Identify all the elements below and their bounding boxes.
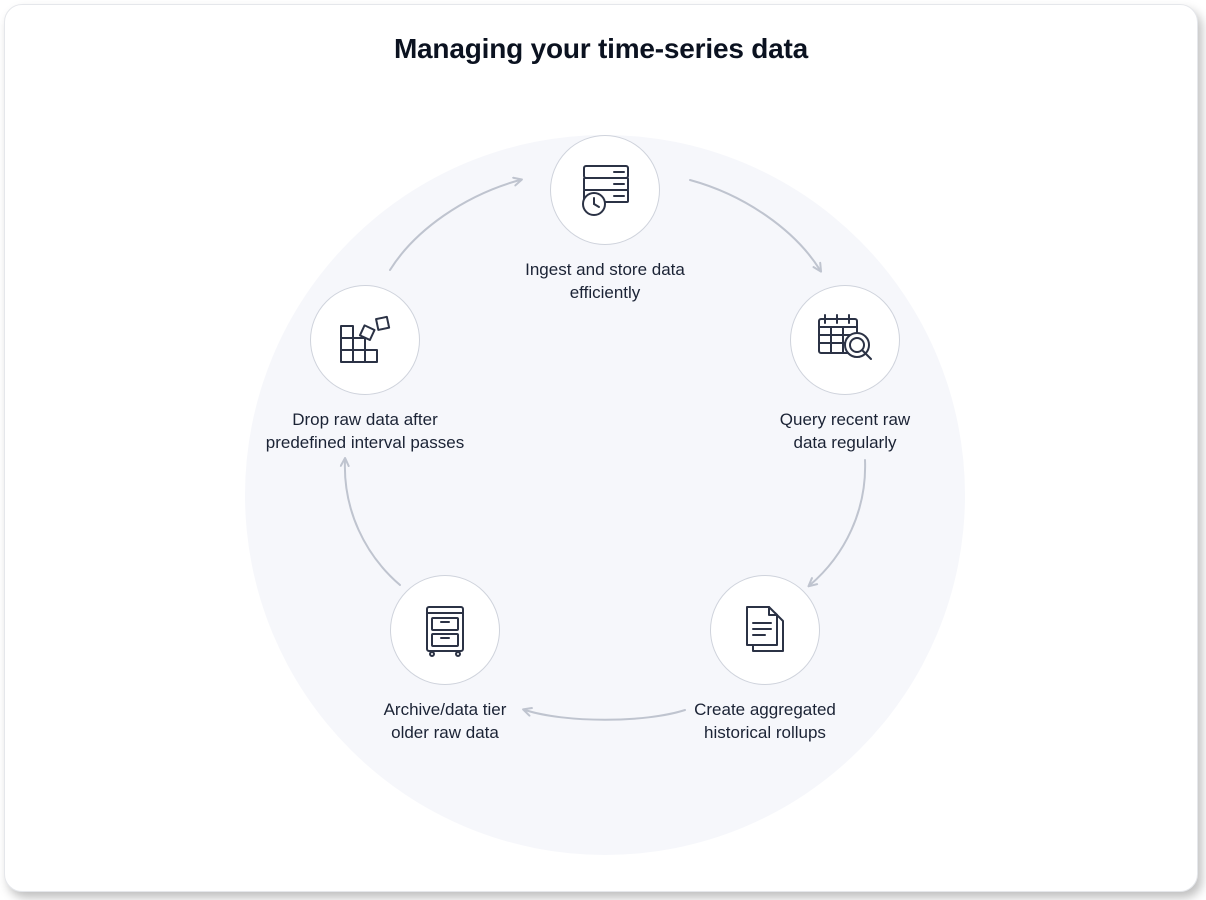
cycle-node-bubble xyxy=(550,135,660,245)
cycle-arrow xyxy=(810,460,865,585)
documents-icon xyxy=(737,601,793,659)
cycle-node-label: Ingest and store data efficiently xyxy=(495,259,715,305)
cycle-node-label: Query recent raw data regularly xyxy=(735,409,955,455)
cycle-node-bubble xyxy=(790,285,900,395)
diagram-card: Managing your time-series data xyxy=(4,4,1198,892)
cabinet-icon xyxy=(419,601,471,659)
cycle-node-bubble xyxy=(310,285,420,395)
cycle-arrow xyxy=(345,460,400,585)
server-clock-icon xyxy=(574,162,636,218)
cycle-node-rollups: Create aggregated historical rollups xyxy=(655,575,875,745)
cycle-node-bubble xyxy=(390,575,500,685)
cycle-node-label: Create aggregated historical rollups xyxy=(655,699,875,745)
cycle-node-query: Query recent raw data regularly xyxy=(735,285,955,455)
cycle-node-archive: Archive/data tier older raw data xyxy=(335,575,555,745)
cycle-node-drop: Drop raw data after predefined interval … xyxy=(255,285,475,455)
calendar-search-icon xyxy=(813,311,877,369)
cycle-node-label: Drop raw data after predefined interval … xyxy=(255,409,475,455)
diagram-stage: Ingest and store data efficiently xyxy=(5,5,1197,891)
cycle-node-ingest: Ingest and store data efficiently xyxy=(495,135,715,305)
blocks-icon xyxy=(335,312,395,368)
cycle-node-label: Archive/data tier older raw data xyxy=(335,699,555,745)
cycle-node-bubble xyxy=(710,575,820,685)
